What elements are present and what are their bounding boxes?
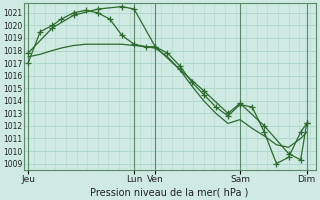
X-axis label: Pression niveau de la mer( hPa ): Pression niveau de la mer( hPa ): [91, 187, 249, 197]
